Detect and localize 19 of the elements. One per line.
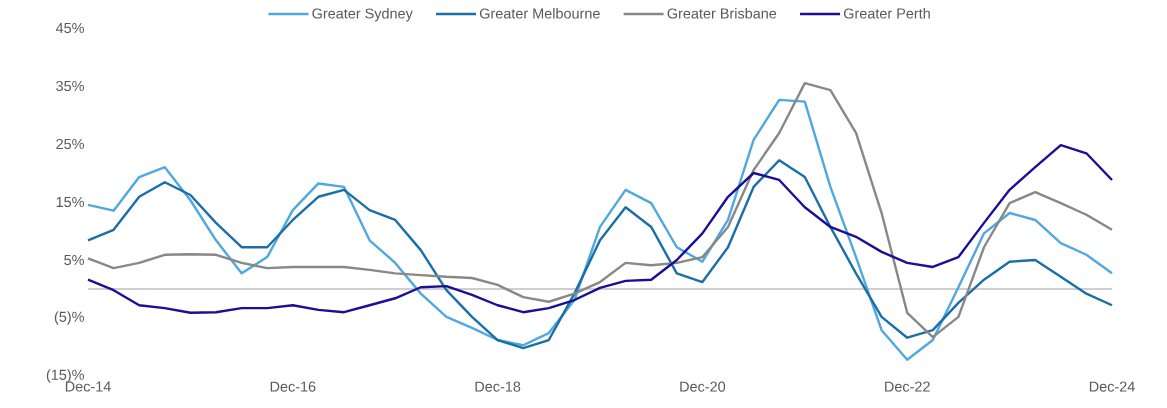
y-tick-label: (15)% [46,369,84,383]
line-series [86,159,1114,350]
x-tick-label: Dec-24 [1089,381,1135,392]
x-tick-label: Dec-14 [65,381,111,392]
y-tick-label: 35% [56,80,84,92]
legend-label: Greater Melbourne [479,8,600,19]
legend-label: Greater Sydney [312,8,413,22]
legend-label: Greater Perth [843,8,930,19]
legend-label: Greater Brisbane [667,8,777,19]
line-series [86,143,1114,314]
x-tick-label: Dec-20 [680,381,726,392]
y-tick-label: 15% [56,196,84,208]
y-tick-label: 5% [64,254,84,266]
y-tick-label: (5)% [54,311,84,325]
y-tick-label: 25% [56,138,84,150]
y-tick-label: 45% [55,22,84,34]
x-tick-label: Dec-18 [475,381,521,392]
x-tick-label: Dec-16 [270,381,316,392]
x-tick-label: Dec-22 [885,381,930,392]
